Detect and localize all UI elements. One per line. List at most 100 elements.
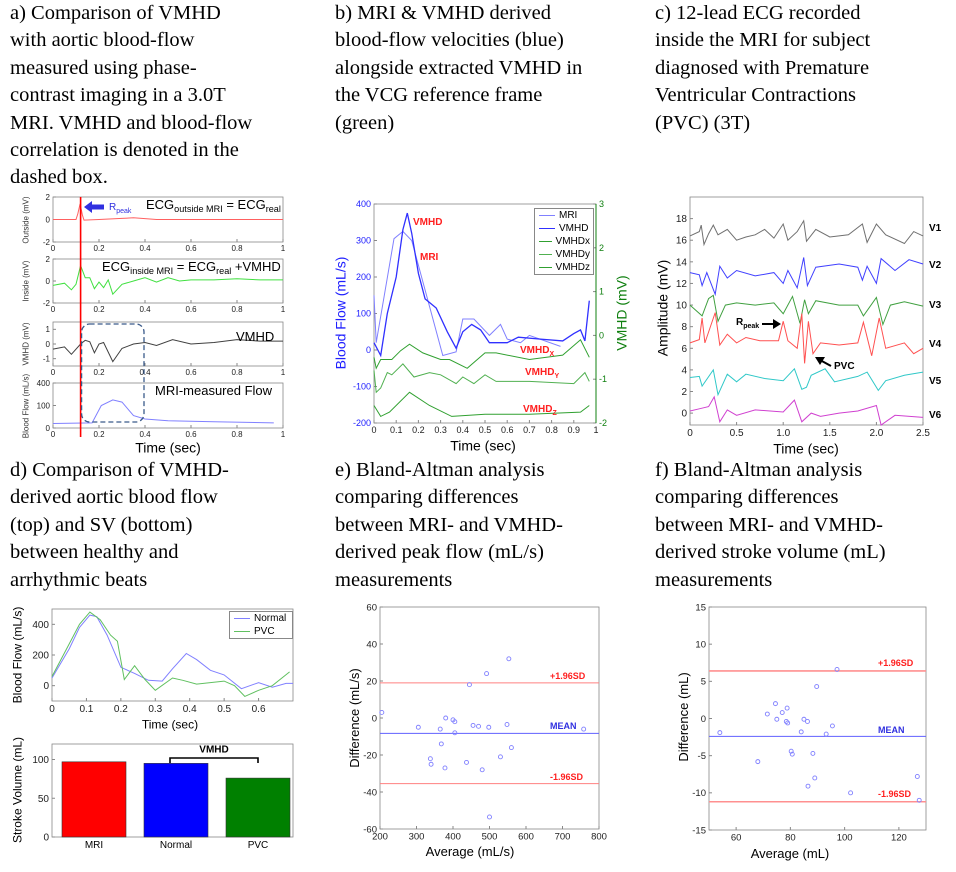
x-tick-label: 0.8: [231, 305, 243, 314]
x-tick-label: 0.2: [93, 368, 105, 377]
y-tick-label: 400: [356, 199, 371, 209]
f-data-point: [785, 720, 791, 726]
a-annotation-flow: MRI-measured Flow: [155, 383, 273, 398]
x-category-label: Normal: [160, 840, 192, 851]
f-data-point: [834, 666, 840, 672]
y-right-tick-label: 2: [599, 243, 604, 253]
y-tick-label: 60: [366, 602, 377, 613]
lead-label-v4: V4: [929, 339, 942, 350]
y-tick-label: 10: [676, 301, 688, 312]
x-tick-label: 0.6: [185, 305, 197, 314]
y-tick-label: -5: [698, 751, 706, 762]
bar-Normal: [143, 763, 209, 838]
x-tick-label: 0.7: [523, 425, 536, 435]
e-data-point: [484, 671, 490, 677]
caption-line: between MRI- and VMHD-: [335, 513, 563, 536]
x-tick-label: 0.2: [93, 244, 105, 253]
f-data-point: [774, 716, 780, 722]
legend-label: VMHD: [559, 223, 589, 234]
caption-line: between healthy and: [10, 541, 179, 564]
y-tick-label: 16: [676, 236, 688, 247]
vmhd-bracket: [169, 757, 259, 763]
legend-label: VMHDz: [555, 262, 590, 273]
y-tick-label: 100: [32, 755, 49, 766]
c-axes: 0 0.5 1.0 1.5 2.0 2.5 0 2 4 6 8 10 12 14 16 18: [676, 196, 930, 439]
e-data-point: [466, 682, 472, 688]
caption-line: dashed box.: [10, 166, 108, 189]
x-category-label: PVC: [248, 840, 269, 851]
lead-line-V3: [689, 294, 924, 327]
annot-sub: inside MRI: [130, 266, 174, 276]
y-tick-label: -200: [353, 418, 371, 428]
c-rpeak-label: Rpeak: [736, 317, 759, 331]
a-signal-line: [52, 399, 274, 424]
a-xlabel: Time (sec): [135, 439, 201, 456]
f-data-point: [755, 759, 761, 765]
y-tick-label: 0: [46, 340, 51, 349]
legend-swatch: [234, 618, 250, 619]
caption-line: arrhythmic beats: [10, 568, 148, 591]
lead-line-V5: [689, 367, 924, 397]
x-tick-label: 0.5: [217, 704, 231, 715]
e-data-point: [508, 745, 514, 751]
a-ylabel-outside: Outside (mV): [21, 196, 31, 244]
d-series-Normal: [51, 614, 293, 690]
a-annotation-vmhd: VMHD: [236, 329, 275, 344]
rpeak-text: R: [109, 202, 117, 213]
e-data-point: [487, 814, 492, 820]
bar-PVC: [225, 777, 291, 838]
x-tick-label: 0: [51, 430, 56, 439]
legend-swatch: [539, 254, 552, 255]
rpeak-arrowhead-icon: [773, 319, 781, 329]
b-series-VMHDy: [373, 363, 590, 394]
legend-swatch: [539, 215, 555, 216]
caption-a: a) Comparison of VMHD with aortic blood-f…: [10, 0, 252, 192]
x-tick-label: 1: [281, 430, 286, 439]
e-axes: 200 300 400 500 600 700 800 -60 -40 -20 0 20 40 60: [363, 602, 607, 842]
x-tick-label: 0.6: [185, 368, 197, 377]
x-tick-label: 0.3: [148, 704, 162, 715]
f-data-point: [823, 731, 829, 737]
annot-text: ECG: [146, 197, 175, 212]
y-tick-label: 12: [676, 279, 688, 290]
lead-label-v2: V2: [929, 260, 942, 271]
y-tick-label: 100: [356, 309, 371, 319]
caption-line: a) Comparison of VMHD: [10, 2, 221, 24]
y-tick-label: -100: [353, 382, 371, 392]
a-signal-line: [53, 203, 283, 221]
y-tick-label: 6: [681, 344, 687, 355]
e-data-point: [504, 722, 510, 727]
x-tick-label: 0.4: [139, 430, 151, 439]
f-data-point: [812, 775, 818, 781]
legend-label: VMHDy: [555, 249, 590, 260]
x-tick-label: 0.4: [183, 704, 197, 715]
f-data-point: [773, 701, 778, 707]
lead-line-V4: [689, 312, 924, 364]
f-data-point: [848, 790, 854, 796]
lead-label-v5: V5: [929, 376, 942, 387]
f-ylabel: Difference (mL): [675, 672, 691, 762]
a-annotation-outside: ECGoutside MRI = ECGreal: [146, 197, 281, 214]
x-tick-label: 0.3: [434, 425, 447, 435]
f-data-point: [801, 716, 807, 722]
caption-line: c) 12-lead ECG recorded: [655, 2, 861, 24]
x-tick-label: 0.8: [231, 368, 243, 377]
f-data-point: [784, 705, 790, 711]
caption-line: the VCG reference frame: [335, 84, 543, 107]
x-tick-label: 0.8: [231, 430, 243, 439]
x-tick-label: 1.5: [823, 428, 837, 439]
f-data-point: [805, 783, 811, 789]
legend-swatch: [539, 228, 555, 229]
f-data-point: [789, 751, 795, 757]
e-data-point: [443, 715, 449, 721]
y-tick-label: -60: [363, 824, 377, 835]
f-data-point: [779, 710, 785, 716]
caption-line: between MRI- and VMHD-: [655, 513, 883, 536]
e-data-point: [452, 730, 458, 736]
f-data-point: [717, 730, 723, 736]
caption-line: b) MRI & VMHD derived: [335, 2, 551, 24]
caption-line: (green): [335, 111, 395, 134]
b-annot-vmhd: VMHD: [413, 217, 443, 228]
bar-MRI: [61, 761, 127, 838]
